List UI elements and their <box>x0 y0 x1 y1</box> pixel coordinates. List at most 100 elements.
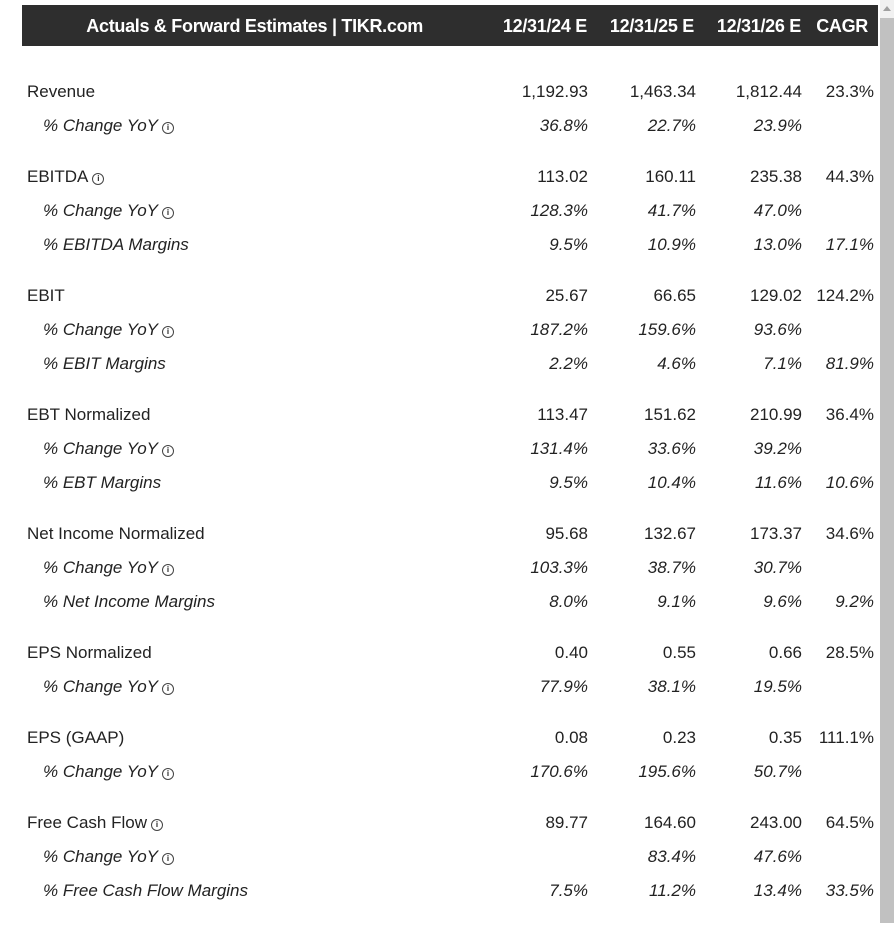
cell-value: 160.11 <box>645 167 696 186</box>
metric-group: EBITDA i 113.02 160.11 235.38 44.3%% Change Y… <box>0 160 880 262</box>
cell-value: 11.2% <box>649 881 696 900</box>
row-label-text: % Change YoY <box>43 320 158 339</box>
info-icon[interactable]: i <box>162 768 174 780</box>
cell-value: 10.4% <box>647 473 696 492</box>
row-label-text: EPS (GAAP) <box>27 728 125 747</box>
info-icon[interactable]: i <box>162 122 174 134</box>
row-label: Revenue <box>27 82 95 102</box>
row-label: % Change YoY i <box>43 320 174 340</box>
row-label: % EBT Margins <box>43 473 161 493</box>
row-label-text: % EBITDA Margins <box>43 235 189 254</box>
row-label: % Change YoY i <box>43 558 174 578</box>
cell-value: 170.6% <box>530 762 588 781</box>
row-label-text: EBT Normalized <box>27 405 151 424</box>
cell-value: 25.67 <box>545 286 588 305</box>
metric-row: EBIT 25.67 66.65 129.02 124.2% <box>0 279 880 313</box>
cell-value: 11.6% <box>755 473 802 492</box>
cell-value: 8.0% <box>549 592 588 611</box>
row-label-text: % Change YoY <box>43 558 158 577</box>
cell-value: 124.2% <box>816 286 874 305</box>
cell-value: 44.3% <box>825 167 874 186</box>
info-icon[interactable]: i <box>162 853 174 865</box>
metric-row: Net Income Normalized 95.68 132.67 173.37 34… <box>0 517 880 551</box>
cell-value: 28.5% <box>825 643 874 662</box>
scroll-up-arrow-icon[interactable] <box>883 6 891 11</box>
row-label: EBITDA i <box>27 167 105 187</box>
cell-value: 10.6% <box>825 473 874 492</box>
column-header: 12/31/25 E <box>609 16 694 36</box>
column-header: 12/31/26 E <box>716 16 801 36</box>
vertical-scrollbar[interactable] <box>880 0 894 923</box>
row-label-text: EBITDA <box>27 167 89 186</box>
cell-value: 7.5% <box>549 881 588 900</box>
cell-value: 93.6% <box>753 320 802 339</box>
row-label-text: % Change YoY <box>43 847 158 866</box>
sub-metric-row: % EBIT Margins 2.2% 4.6% 7.1% 81.9% <box>0 347 880 381</box>
cell-value: 22.7% <box>647 116 696 135</box>
row-label-text: % Change YoY <box>43 677 158 696</box>
row-label-text: % Change YoY <box>43 762 158 781</box>
cell-value: 0.55 <box>662 643 696 662</box>
cell-value: 64.5% <box>825 813 874 832</box>
row-label-text: Net Income Normalized <box>27 524 205 543</box>
row-label-text: % Change YoY <box>43 201 158 220</box>
sub-metric-row: % EBITDA Margins 9.5% 10.9% 13.0% 17.1% <box>0 228 880 262</box>
cell-value: 9.5% <box>549 235 588 254</box>
cell-value: 173.37 <box>750 524 802 543</box>
cell-value: 1,192.93 <box>521 82 588 101</box>
cell-value: 89.77 <box>545 813 588 832</box>
cell-value: 151.62 <box>644 405 696 424</box>
info-icon[interactable]: i <box>162 564 174 576</box>
info-icon[interactable]: i <box>162 683 174 695</box>
info-icon[interactable]: i <box>162 445 174 457</box>
sub-metric-row: % Change YoY i 83.4% 47.6% <box>0 840 880 874</box>
cell-value: 47.0% <box>753 201 802 220</box>
metric-group: EPS Normalized 0.40 0.55 0.66 28.5% % Change … <box>0 636 880 704</box>
metric-row: EBT Normalized 113.47 151.62 210.99 36.4% <box>0 398 880 432</box>
cell-value: 131.4% <box>530 439 588 458</box>
info-icon[interactable]: i <box>92 173 105 185</box>
column-header: 12/31/24 E <box>502 16 587 36</box>
cell-value: 2.2% <box>549 354 588 373</box>
scrollbar-thumb[interactable] <box>880 18 894 923</box>
row-label: EPS Normalized <box>27 643 152 663</box>
table-header: Actuals & Forward Estimates | TIKR.com 1… <box>22 5 878 46</box>
cell-value: 41.7% <box>647 201 696 220</box>
cell-value: 9.5% <box>549 473 588 492</box>
cell-value: 23.9% <box>753 116 802 135</box>
cell-value: 95.68 <box>545 524 588 543</box>
sub-metric-row: % Change YoY i 131.4% 33.6% 39.2% <box>0 432 880 466</box>
sub-metric-row: % EBT Margins 9.5% 10.4% 11.6% 10.6% <box>0 466 880 500</box>
info-icon[interactable]: i <box>150 819 163 831</box>
cell-value: 10.9% <box>647 235 696 254</box>
info-icon[interactable]: i <box>162 326 174 338</box>
row-label: % Change YoY i <box>43 439 174 459</box>
cell-value: 34.6% <box>825 524 874 543</box>
row-label-text: % Net Income Margins <box>43 592 215 611</box>
row-label: % Change YoY i <box>43 847 174 867</box>
sub-metric-row: % Change YoY i 187.2% 159.6% 93.6% <box>0 313 880 347</box>
row-label: % Change YoY i <box>43 116 174 136</box>
sub-metric-row: % Change YoY i 128.3% 41.7% 47.0% <box>0 194 880 228</box>
cell-value: 0.08 <box>554 728 588 747</box>
cell-value: 9.6% <box>763 592 802 611</box>
cell-value: 113.47 <box>537 405 588 424</box>
cell-value: 195.6% <box>638 762 696 781</box>
row-label: % EBITDA Margins <box>43 235 189 255</box>
row-label: % Change YoY i <box>43 201 174 221</box>
row-label: EPS (GAAP) <box>27 728 124 748</box>
cell-value: 159.6% <box>638 320 696 339</box>
row-label: Free Cash Flow i <box>27 813 163 833</box>
sub-metric-row: % Net Income Margins 8.0% 9.1% 9.6% 9.2% <box>0 585 880 619</box>
cell-value: 38.1% <box>647 677 696 696</box>
info-icon[interactable]: i <box>162 207 174 219</box>
cell-value: 111.1% <box>818 728 874 747</box>
metric-row: EBITDA i 113.02 160.11 235.38 44.3% <box>0 160 880 194</box>
cell-value: 103.3% <box>530 558 588 577</box>
cell-value: 13.4% <box>753 881 802 900</box>
sub-metric-row: % Change YoY i 170.6% 195.6% 50.7% <box>0 755 880 789</box>
row-label: % Change YoY i <box>43 762 174 782</box>
cell-value: 83.4% <box>647 847 696 866</box>
row-label-text: % Change YoY <box>43 116 158 135</box>
cell-value: 113.02 <box>537 167 588 186</box>
